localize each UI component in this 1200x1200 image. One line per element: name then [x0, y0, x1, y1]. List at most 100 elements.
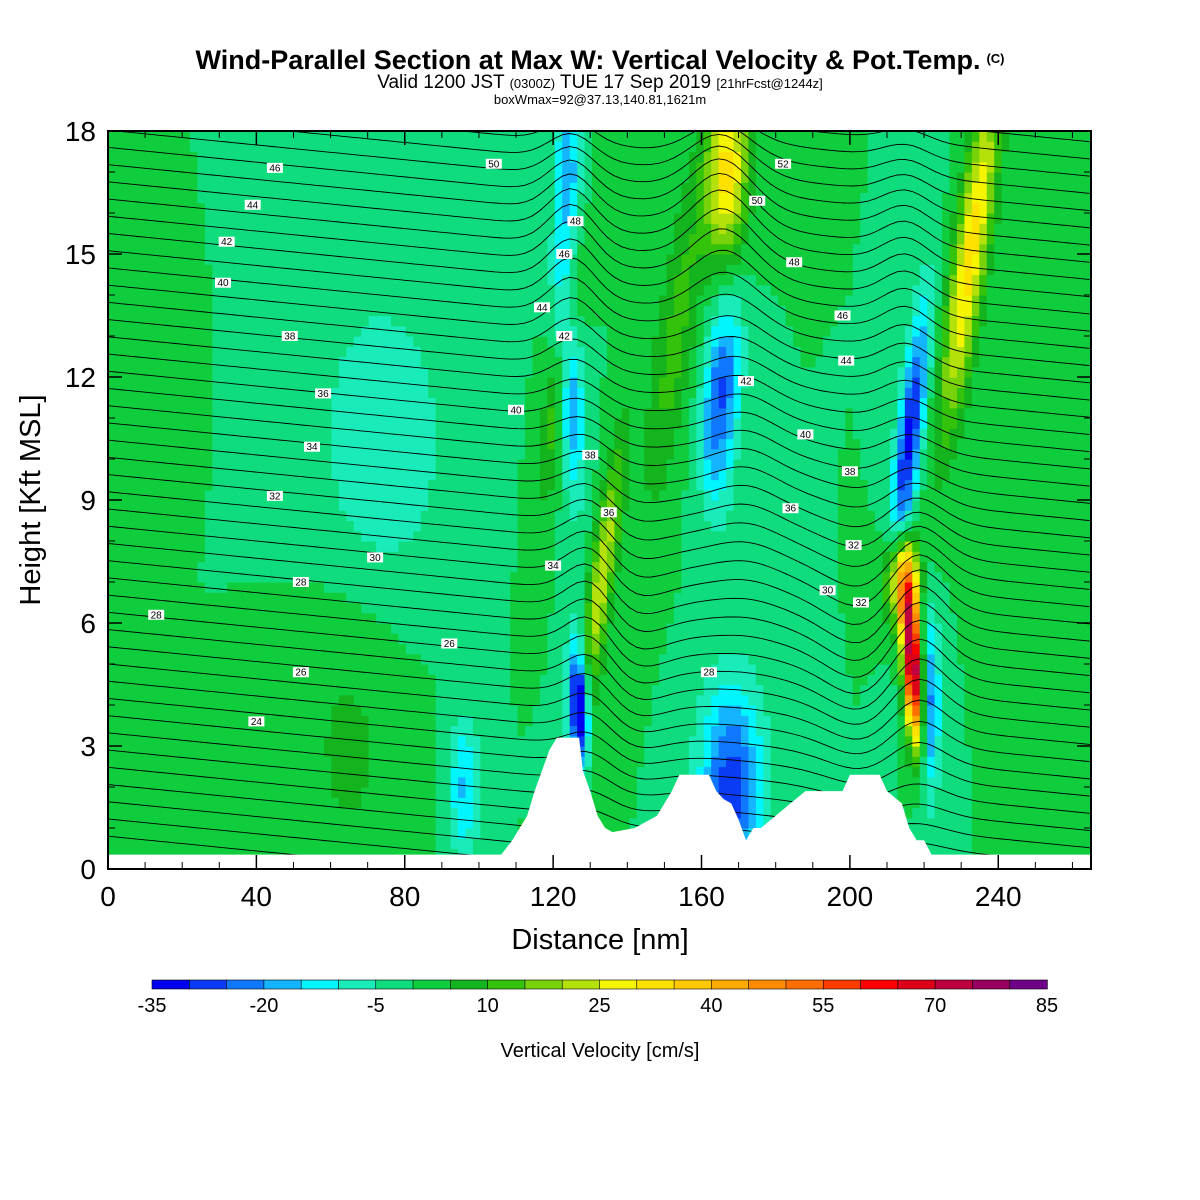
velocity-cell [353, 643, 362, 655]
velocity-cell [845, 715, 854, 727]
velocity-cell [822, 592, 831, 604]
velocity-cell [793, 653, 802, 665]
velocity-cell [286, 561, 295, 573]
velocity-cell [949, 684, 958, 696]
velocity-cell [1016, 551, 1025, 563]
velocity-cell [1076, 561, 1085, 573]
velocity-cell [338, 602, 347, 614]
velocity-cell [822, 694, 831, 706]
velocity-cell [1046, 633, 1055, 645]
velocity-cell [636, 694, 645, 706]
velocity-cell [770, 653, 779, 665]
velocity-cell [1031, 500, 1040, 511]
velocity-cell [309, 674, 318, 686]
velocity-cell [718, 479, 727, 491]
velocity-cell [815, 756, 824, 768]
velocity-cell [502, 500, 511, 511]
velocity-cell [465, 561, 474, 573]
velocity-cell [338, 541, 347, 552]
velocity-cell [815, 592, 824, 604]
velocity-cell [1061, 756, 1070, 768]
velocity-cell [733, 571, 742, 583]
velocity-cell [815, 766, 824, 778]
velocity-cell [256, 817, 265, 829]
velocity-cell [480, 520, 489, 532]
velocity-cell [614, 561, 623, 573]
velocity-cell [145, 571, 154, 583]
velocity-cell [227, 582, 236, 593]
velocity-cell [108, 828, 117, 839]
velocity-cell [338, 787, 347, 798]
velocity-cell [912, 828, 921, 839]
velocity-cell [793, 776, 802, 788]
velocity-cell [182, 582, 191, 593]
velocity-cell [502, 787, 511, 798]
velocity-cell [108, 705, 117, 716]
velocity-cell [934, 797, 943, 809]
velocity-cell [1038, 705, 1047, 716]
velocity-cell [964, 612, 973, 624]
velocity-cell [428, 735, 437, 747]
velocity-cell [763, 633, 772, 645]
velocity-cell [688, 510, 697, 522]
velocity-cell [182, 500, 191, 511]
velocity-cell [1076, 817, 1085, 829]
velocity-cell [465, 797, 474, 809]
velocity-cell [361, 643, 370, 655]
velocity-cell [271, 735, 280, 747]
velocity-cell [376, 715, 385, 727]
velocity-cell [510, 551, 519, 563]
velocity-cell [160, 500, 169, 511]
velocity-cell [577, 725, 586, 737]
velocity-cell [837, 756, 846, 768]
velocity-cell [361, 674, 370, 686]
velocity-cell [428, 787, 437, 798]
velocity-cell [137, 582, 146, 593]
velocity-cell [227, 479, 236, 491]
velocity-cell [599, 489, 608, 501]
velocity-cell [584, 530, 593, 542]
velocity-cell [1083, 664, 1091, 675]
velocity-cell [152, 541, 161, 552]
forecast-info: [21hrFcst@1244z] [716, 76, 823, 91]
velocity-cell [1031, 725, 1040, 737]
velocity-cell [897, 653, 906, 665]
velocity-cell [673, 694, 683, 706]
velocity-cell [644, 479, 653, 491]
velocity-cell [413, 705, 422, 716]
velocity-cell [875, 510, 884, 522]
velocity-cell [115, 715, 124, 727]
velocity-cell [517, 633, 526, 645]
velocity-cell [785, 592, 794, 604]
velocity-cell [636, 602, 645, 614]
velocity-cell [145, 664, 154, 675]
velocity-cell [495, 653, 504, 665]
velocity-cell [458, 674, 467, 686]
velocity-cell [808, 623, 817, 634]
velocity-cell [956, 592, 965, 604]
velocity-cell [204, 633, 213, 645]
velocity-cell [778, 756, 787, 768]
velocity-cell [487, 643, 496, 655]
velocity-cell [249, 705, 258, 716]
velocity-cell [1031, 817, 1040, 829]
velocity-cell [160, 766, 169, 778]
velocity-cell [167, 838, 176, 850]
velocity-cell [517, 643, 526, 655]
velocity-cell [115, 530, 124, 542]
velocity-cell [971, 592, 980, 604]
velocity-cell [1046, 561, 1055, 573]
velocity-cell [353, 807, 362, 819]
velocity-cell [383, 643, 392, 655]
velocity-cell [428, 541, 437, 552]
velocity-cell [413, 735, 422, 747]
velocity-cell [703, 674, 712, 686]
velocity-cell [212, 541, 221, 552]
velocity-cell [1023, 500, 1033, 511]
velocity-cell [986, 664, 995, 675]
velocity-cell [860, 653, 869, 665]
velocity-cell [808, 684, 817, 696]
velocity-cell [279, 592, 288, 604]
velocity-cell [160, 797, 169, 809]
velocity-cell [316, 838, 325, 850]
